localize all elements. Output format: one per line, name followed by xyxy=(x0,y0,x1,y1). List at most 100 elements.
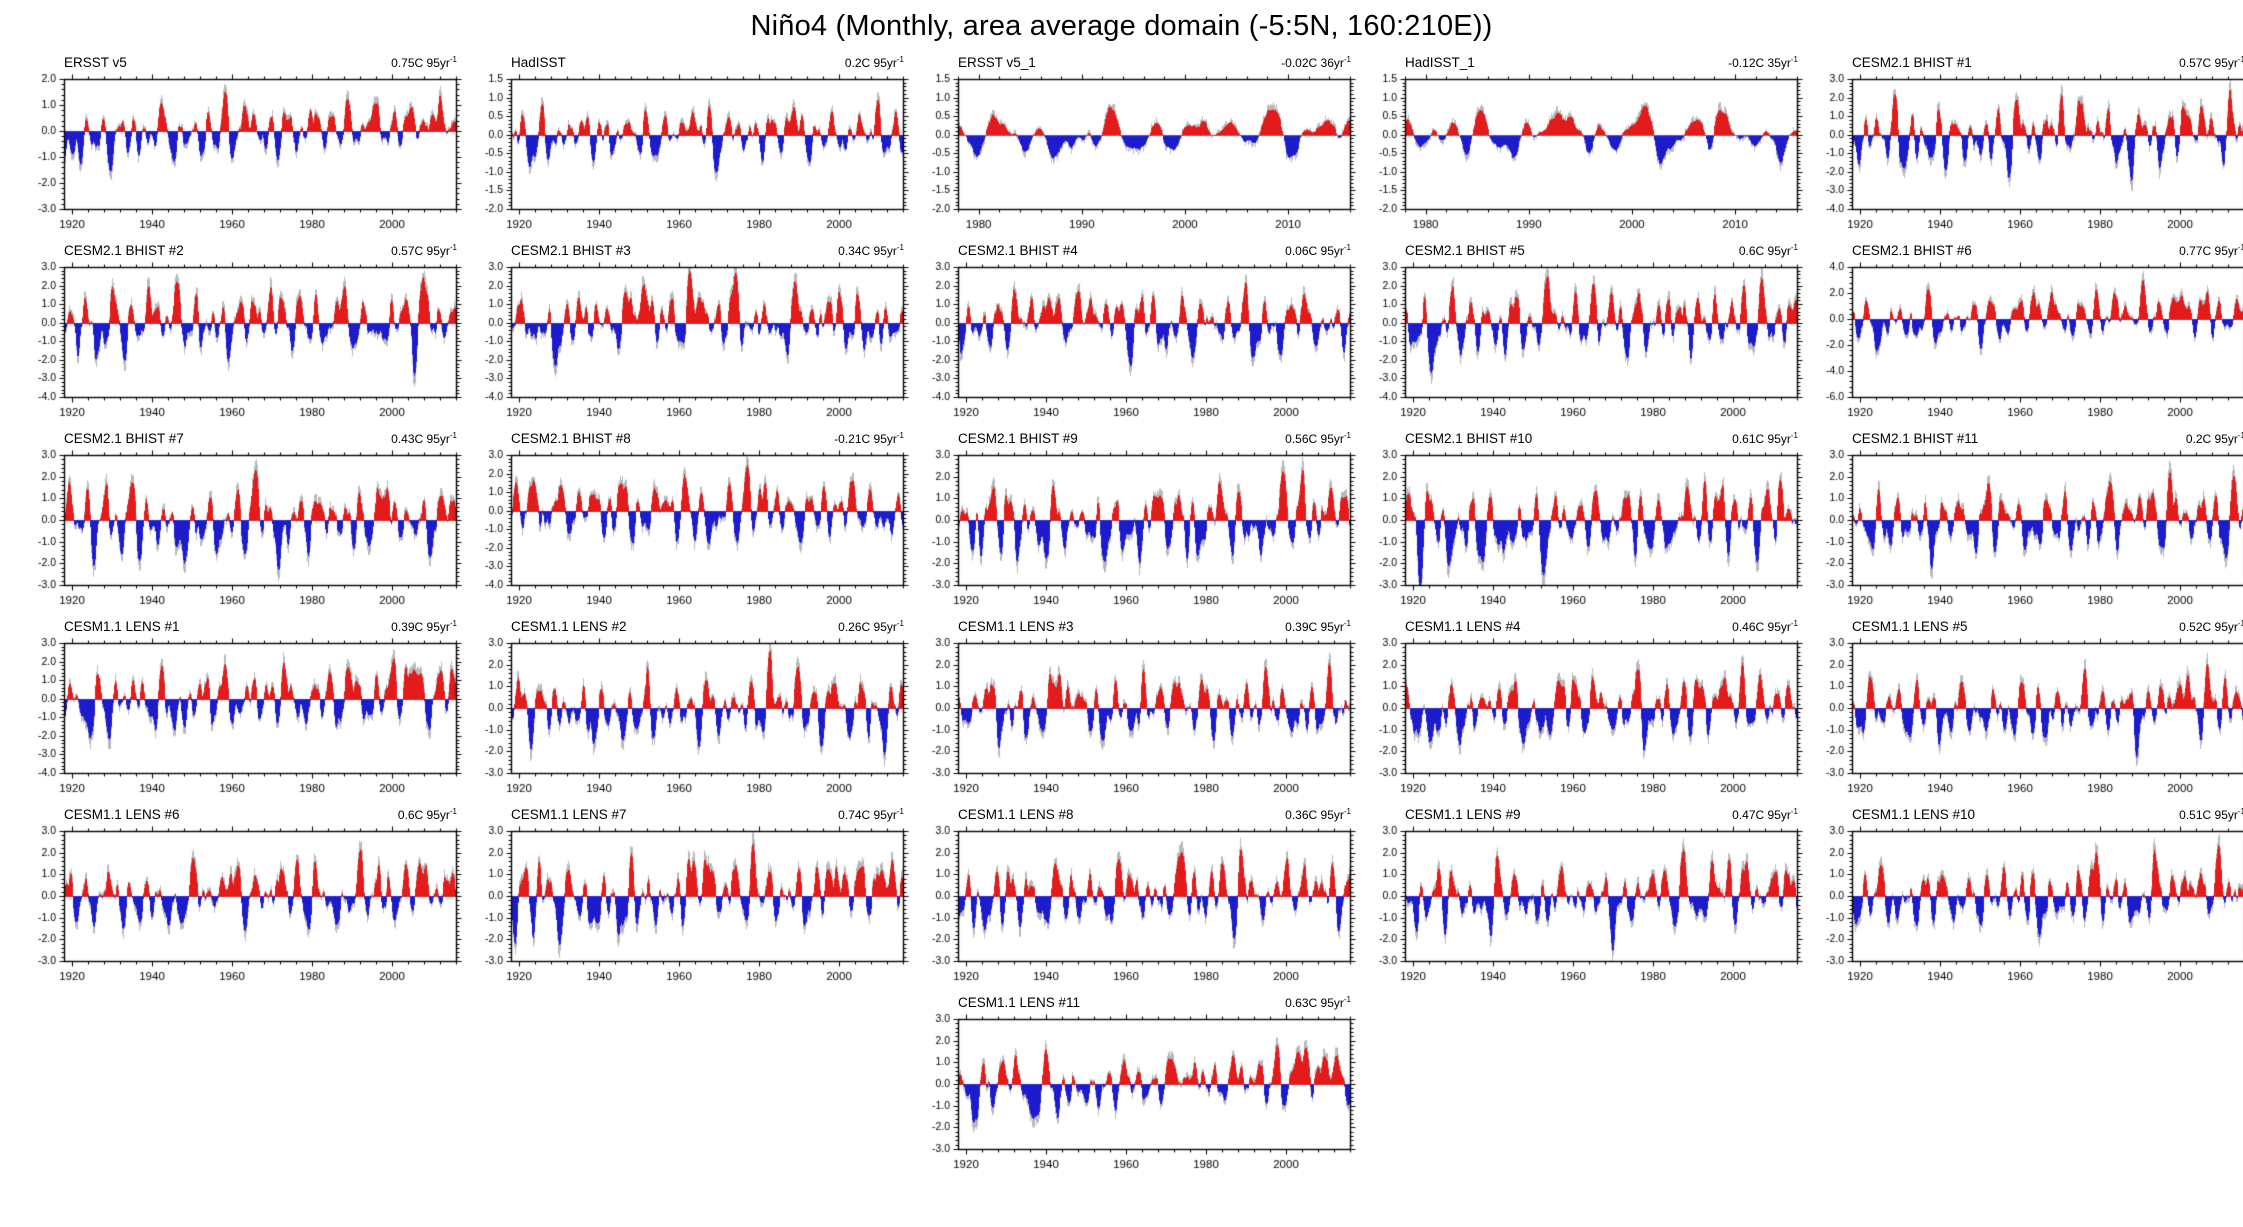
chart-panel-14: CESM2.1 BHIST #10 0.61C 95yr-1 xyxy=(1367,431,1814,611)
trend-exponent: -1 xyxy=(449,55,457,64)
chart-panel-22: CESM1.1 LENS #7 0.74C 95yr-1 xyxy=(473,807,920,987)
timeseries-plot xyxy=(473,261,920,423)
panel-header: CESM2.1 BHIST #8 -0.21C 95yr-1 xyxy=(473,431,920,449)
chart-panel-13: CESM2.1 BHIST #9 0.56C 95yr-1 xyxy=(920,431,1367,611)
trend-value: 0.46C 95yr xyxy=(1732,620,1791,634)
trend-value: 0.06C 95yr xyxy=(1285,244,1344,258)
trend-value: 0.34C 95yr xyxy=(838,244,897,258)
panel-title: CESM1.1 LENS #7 xyxy=(511,807,627,822)
timeseries-plot xyxy=(920,449,1367,611)
chart-panel-10: CESM2.1 BHIST #6 0.77C 95yr-1 xyxy=(1814,243,2243,423)
trend-exponent: -1 xyxy=(1790,619,1798,628)
chart-panel-1: ERSST v5 0.75C 95yr-1 xyxy=(26,55,473,235)
trend-exponent: -1 xyxy=(2237,431,2243,440)
panel-title: CESM1.1 LENS #3 xyxy=(958,619,1074,634)
trend-value: 0.61C 95yr xyxy=(1732,432,1791,446)
trend-value: 0.77C 95yr xyxy=(2179,244,2238,258)
panel-trend-label: 0.47C 95yr-1 xyxy=(1732,807,1798,822)
chart-panel-23: CESM1.1 LENS #8 0.36C 95yr-1 xyxy=(920,807,1367,987)
panel-title: CESM1.1 LENS #1 xyxy=(64,619,180,634)
trend-exponent: -1 xyxy=(1790,807,1798,816)
trend-value: 0.63C 95yr xyxy=(1285,996,1344,1010)
trend-exponent: -1 xyxy=(896,807,904,816)
panel-grid: ERSST v5 0.75C 95yr-1 HadISST 0.2C 95yr-1 ER… xyxy=(0,55,2243,1175)
panel-header: CESM1.1 LENS #4 0.46C 95yr-1 xyxy=(1367,619,1814,637)
panel-header: CESM1.1 LENS #11 0.63C 95yr-1 xyxy=(920,995,1367,1013)
timeseries-plot xyxy=(920,1013,1367,1175)
timeseries-plot xyxy=(920,637,1367,799)
timeseries-plot xyxy=(1814,261,2243,423)
panel-trend-label: 0.57C 95yr-1 xyxy=(2179,55,2243,70)
panel-header: ERSST v5_1 -0.02C 36yr-1 xyxy=(920,55,1367,73)
trend-value: 0.43C 95yr xyxy=(391,432,450,446)
panel-trend-label: 0.57C 95yr-1 xyxy=(391,243,457,258)
trend-exponent: -1 xyxy=(1343,995,1351,1004)
chart-panel-25: CESM1.1 LENS #10 0.51C 95yr-1 xyxy=(1814,807,2243,987)
chart-panel-5: CESM2.1 BHIST #1 0.57C 95yr-1 xyxy=(1814,55,2243,235)
panel-trend-label: 0.63C 95yr-1 xyxy=(1285,995,1351,1010)
timeseries-plot xyxy=(473,637,920,799)
panel-title: CESM2.1 BHIST #2 xyxy=(64,243,184,258)
timeseries-plot xyxy=(26,637,473,799)
panel-title: CESM1.1 LENS #9 xyxy=(1405,807,1521,822)
panel-header: CESM2.1 BHIST #2 0.57C 95yr-1 xyxy=(26,243,473,261)
panel-trend-label: 0.39C 95yr-1 xyxy=(391,619,457,634)
panel-header: CESM1.1 LENS #10 0.51C 95yr-1 xyxy=(1814,807,2243,825)
trend-value: 0.56C 95yr xyxy=(1285,432,1344,446)
trend-exponent: -1 xyxy=(449,807,457,816)
panel-title: CESM2.1 BHIST #4 xyxy=(958,243,1078,258)
chart-panel-4: HadISST_1 -0.12C 35yr-1 xyxy=(1367,55,1814,235)
chart-panel-15: CESM2.1 BHIST #11 0.2C 95yr-1 xyxy=(1814,431,2243,611)
timeseries-plot xyxy=(1367,73,1814,235)
panel-title: HadISST xyxy=(511,55,566,70)
timeseries-plot xyxy=(1367,449,1814,611)
panel-header: CESM1.1 LENS #1 0.39C 95yr-1 xyxy=(26,619,473,637)
panel-header: CESM1.1 LENS #8 0.36C 95yr-1 xyxy=(920,807,1367,825)
trend-exponent: -1 xyxy=(449,619,457,628)
panel-title: HadISST_1 xyxy=(1405,55,1475,70)
chart-panel-19: CESM1.1 LENS #4 0.46C 95yr-1 xyxy=(1367,619,1814,799)
panel-header: CESM1.1 LENS #2 0.26C 95yr-1 xyxy=(473,619,920,637)
chart-panel-20: CESM1.1 LENS #5 0.52C 95yr-1 xyxy=(1814,619,2243,799)
timeseries-plot xyxy=(920,261,1367,423)
timeseries-plot xyxy=(473,449,920,611)
panel-title: CESM2.1 BHIST #7 xyxy=(64,431,184,446)
panel-header: CESM2.1 BHIST #7 0.43C 95yr-1 xyxy=(26,431,473,449)
panel-header: ERSST v5 0.75C 95yr-1 xyxy=(26,55,473,73)
trend-exponent: -1 xyxy=(449,431,457,440)
trend-exponent: -1 xyxy=(2237,243,2243,252)
panel-header: CESM2.1 BHIST #3 0.34C 95yr-1 xyxy=(473,243,920,261)
trend-exponent: -1 xyxy=(2237,55,2243,64)
panel-header: HadISST 0.2C 95yr-1 xyxy=(473,55,920,73)
chart-panel-16: CESM1.1 LENS #1 0.39C 95yr-1 xyxy=(26,619,473,799)
chart-panel-12: CESM2.1 BHIST #8 -0.21C 95yr-1 xyxy=(473,431,920,611)
panel-title: CESM1.1 LENS #5 xyxy=(1852,619,1968,634)
trend-exponent: -1 xyxy=(896,431,904,440)
panel-header: CESM2.1 BHIST #10 0.61C 95yr-1 xyxy=(1367,431,1814,449)
panel-trend-label: 0.56C 95yr-1 xyxy=(1285,431,1351,446)
timeseries-plot xyxy=(26,261,473,423)
timeseries-plot xyxy=(1814,825,2243,987)
trend-value: 0.57C 95yr xyxy=(2179,56,2238,70)
timeseries-plot xyxy=(473,73,920,235)
trend-value: 0.57C 95yr xyxy=(391,244,450,258)
trend-value: 0.6C 95yr xyxy=(397,808,450,822)
panel-title: CESM2.1 BHIST #1 xyxy=(1852,55,1972,70)
panel-header: CESM1.1 LENS #9 0.47C 95yr-1 xyxy=(1367,807,1814,825)
trend-exponent: -1 xyxy=(449,243,457,252)
timeseries-plot xyxy=(26,825,473,987)
panel-title: CESM2.1 BHIST #10 xyxy=(1405,431,1533,446)
panel-title: CESM1.1 LENS #4 xyxy=(1405,619,1521,634)
trend-exponent: -1 xyxy=(1343,807,1351,816)
panel-title: ERSST v5 xyxy=(64,55,127,70)
chart-panel-21: CESM1.1 LENS #6 0.6C 95yr-1 xyxy=(26,807,473,987)
panel-title: CESM2.1 BHIST #8 xyxy=(511,431,631,446)
panel-trend-label: 0.06C 95yr-1 xyxy=(1285,243,1351,258)
panel-header: CESM2.1 BHIST #4 0.06C 95yr-1 xyxy=(920,243,1367,261)
chart-panel-7: CESM2.1 BHIST #3 0.34C 95yr-1 xyxy=(473,243,920,423)
panel-header: CESM1.1 LENS #5 0.52C 95yr-1 xyxy=(1814,619,2243,637)
panel-header: CESM2.1 BHIST #9 0.56C 95yr-1 xyxy=(920,431,1367,449)
chart-panel-18: CESM1.1 LENS #3 0.39C 95yr-1 xyxy=(920,619,1367,799)
panel-trend-label: 0.2C 95yr-1 xyxy=(2186,431,2243,446)
panel-title: CESM2.1 BHIST #9 xyxy=(958,431,1078,446)
